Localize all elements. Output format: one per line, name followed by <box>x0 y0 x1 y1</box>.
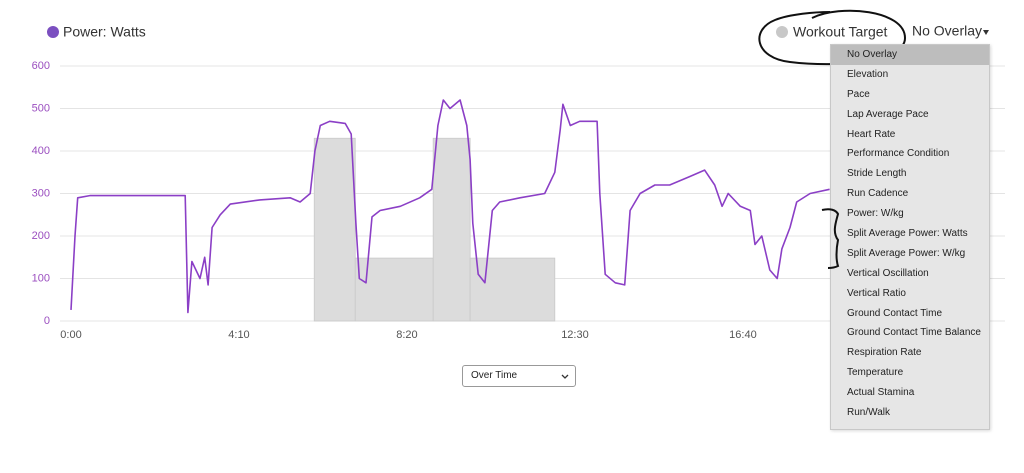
power-line <box>70 99 830 314</box>
select-label: Over Time <box>471 370 518 381</box>
menu-item[interactable]: Vertical Ratio <box>847 287 906 299</box>
menu-item[interactable]: No Overlay <box>831 45 989 65</box>
menu-item[interactable]: Temperature <box>847 367 904 379</box>
menu-item[interactable]: Vertical Oscillation <box>847 267 929 279</box>
x-tick-label: 4:10 <box>228 329 249 341</box>
x-axis-select[interactable]: Over Time <box>462 365 576 387</box>
legend-swatch <box>47 26 59 38</box>
legend-label[interactable]: Workout Target <box>793 24 888 40</box>
y-tick-label: 300 <box>32 187 50 199</box>
menu-item[interactable]: Elevation <box>847 68 889 80</box>
target-step <box>469 257 556 322</box>
x-tick-label: 8:20 <box>396 329 417 341</box>
legend-swatch <box>776 26 788 38</box>
legend-label[interactable]: Power: Watts <box>63 24 146 40</box>
menu-item[interactable]: Power: W/kg <box>847 208 904 220</box>
y-tick-label: 400 <box>32 145 50 157</box>
x-tick-label: 16:40 <box>729 329 757 341</box>
y-tick-label: 100 <box>32 272 50 284</box>
menu-item[interactable]: Heart Rate <box>847 128 896 140</box>
menu-item[interactable]: Lap Average Pace <box>847 108 929 120</box>
menu-item[interactable]: Respiration Rate <box>847 347 922 359</box>
menu-item[interactable]: Pace <box>847 88 870 100</box>
overlay-button[interactable]: No Overlay <box>912 23 982 39</box>
x-tick-label: 12:30 <box>561 329 589 341</box>
x-tick-label: 0:00 <box>60 329 81 341</box>
menu-item[interactable]: Ground Contact Time Balance <box>847 327 981 339</box>
y-tick-label: 600 <box>32 60 50 72</box>
target-step <box>313 137 356 322</box>
overlay-menu: No Overlay Elevation Pace Lap Average Pace H… <box>830 44 990 430</box>
select-arrow <box>561 374 569 379</box>
hand-drawn-circle <box>758 9 907 66</box>
menu-item[interactable]: Stride Length <box>847 168 907 180</box>
menu-item[interactable]: Run/Walk <box>847 407 890 419</box>
menu-item[interactable]: Split Average Power: Watts <box>847 228 968 240</box>
y-tick-label: 0 <box>44 315 50 327</box>
y-tick-label: 500 <box>32 102 50 114</box>
menu-item[interactable]: Performance Condition <box>847 148 950 160</box>
menu-item[interactable]: Run Cadence <box>847 188 909 200</box>
target-step <box>354 257 434 322</box>
menu-item[interactable]: Split Average Power: W/kg <box>847 247 966 259</box>
menu-item[interactable]: Actual Stamina <box>847 387 915 399</box>
dropdown-arrow <box>983 30 989 35</box>
y-tick-label: 200 <box>32 230 50 242</box>
target-step <box>432 137 471 322</box>
menu-item[interactable]: Ground Contact Time <box>847 307 943 319</box>
